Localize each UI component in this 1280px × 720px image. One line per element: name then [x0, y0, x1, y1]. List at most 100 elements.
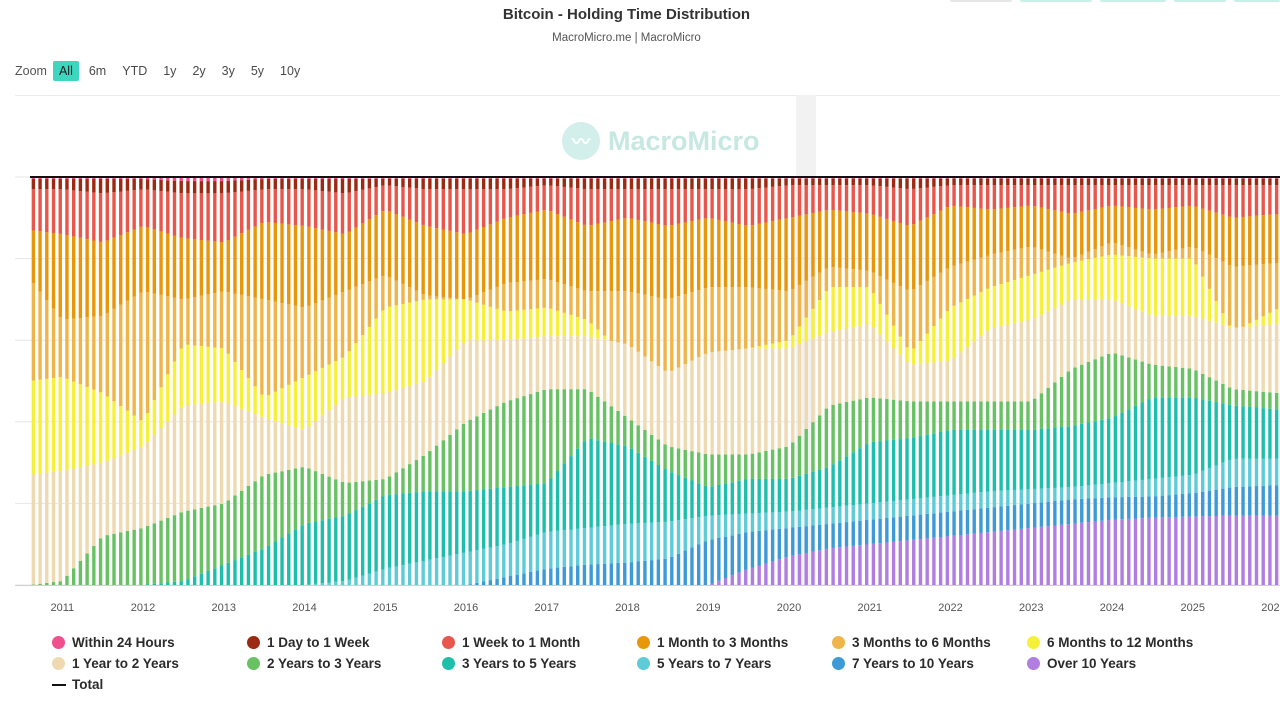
legend-item-over-10-years[interactable]: Over 10 Years [1027, 656, 1222, 671]
zoom-button-all[interactable]: All [52, 61, 79, 81]
bar-segment [1201, 318, 1205, 374]
bar-segment [213, 505, 217, 569]
bar-segment [804, 317, 808, 342]
bar-segment [421, 561, 425, 585]
bar-segment [98, 392, 103, 464]
legend-item-within-24-hours[interactable]: Within 24 Hours [52, 635, 247, 650]
legend-item-1-day-to-1-week[interactable]: 1 Day to 1 Week [247, 635, 442, 650]
bar-segment [898, 336, 902, 355]
bar-segment [549, 389, 553, 479]
x-tick-label: 2016 [454, 602, 478, 614]
bar-segment [844, 328, 849, 403]
bar-segment [804, 552, 808, 585]
bar-segment [1053, 178, 1057, 186]
bar-segment [495, 578, 499, 585]
bar-segment [710, 583, 714, 585]
legend-item-1-month-to-3-months[interactable]: 1 Month to 3 Months [637, 635, 832, 650]
legend-item-1-week-to-1-month[interactable]: 1 Week to 1 Month [442, 635, 637, 650]
legend-item-total[interactable]: Total [52, 677, 247, 692]
bar-segment [266, 189, 271, 223]
bar-segment [515, 398, 519, 486]
bar-segment [1194, 206, 1198, 248]
bar-segment [226, 177, 230, 181]
legend-item-1-year-to-2-years[interactable]: 1 Year to 2 Years [52, 656, 247, 671]
bar-segment [649, 560, 654, 585]
bar-segment [609, 189, 614, 222]
bar-segment [206, 294, 210, 347]
bar-segment [1093, 178, 1097, 186]
bar-segment [898, 541, 902, 585]
zoom-button-6m[interactable]: 6m [88, 64, 107, 78]
bar-segment [1046, 208, 1050, 252]
bar-segment [770, 478, 775, 513]
bar-segment [1039, 488, 1044, 503]
legend-item-6-months-to-12-months[interactable]: 6 Months to 12 Months [1027, 635, 1222, 650]
bar-segment [360, 284, 365, 336]
bar-segment [38, 583, 42, 585]
bar-segment [522, 178, 526, 188]
zoom-button-2y[interactable]: 2y [192, 64, 206, 78]
bar-segment [864, 324, 869, 398]
bar-segment [938, 431, 943, 497]
bar-segment [730, 454, 734, 483]
bar-segment [381, 275, 385, 311]
bar-segment [764, 348, 768, 451]
bar-segment [670, 447, 674, 473]
legend-item-2-years-to-3-years[interactable]: 2 Years to 3 Years [247, 656, 442, 671]
bar-segment [495, 286, 499, 309]
legend-item-3-years-to-5-years[interactable]: 3 Years to 5 Years [442, 656, 637, 671]
bar-segment [1093, 249, 1097, 258]
bar-segment [1174, 185, 1178, 208]
bar-segment [596, 291, 600, 330]
bar-segment [1221, 324, 1225, 384]
bar-segment [1093, 359, 1097, 422]
zoom-button-10y[interactable]: 10y [280, 64, 301, 78]
bar-segment [629, 178, 634, 190]
bar-segment [31, 283, 36, 381]
bar-segment [166, 177, 170, 181]
zoom-button-1y[interactable]: 1y [163, 64, 177, 78]
bar-segment [562, 312, 566, 337]
bar-segment [851, 505, 855, 522]
bar-segment [999, 530, 1003, 585]
legend-item-3-months-to-6-months[interactable]: 3 Months to 6 Months [832, 635, 1027, 650]
bar-segment [979, 532, 983, 585]
bar-segment [266, 300, 271, 396]
bar-segment [945, 511, 950, 537]
bar-segment [199, 295, 204, 347]
bar-segment [495, 488, 499, 547]
bar-segment [898, 354, 902, 401]
bar-segment [864, 397, 869, 445]
bar-segment [98, 315, 103, 393]
zoom-button-ytd[interactable]: YTD [122, 64, 148, 78]
bar-segment [918, 285, 923, 341]
bar-segment [938, 210, 943, 273]
legend-item-7-years-to-10-years[interactable]: 7 Years to 10 Years [832, 656, 1027, 671]
bar-segment [401, 216, 405, 284]
bar-segment [65, 189, 69, 236]
bar-segment [858, 212, 862, 270]
bar-segment [408, 187, 412, 220]
bar-segment [965, 178, 970, 186]
bar-segment [777, 448, 782, 479]
legend-item-5-years-to-7-years[interactable]: 5 Years to 7 Years [637, 656, 832, 671]
bar-segment [159, 583, 163, 585]
bar-segment [347, 289, 351, 352]
bar-segment [817, 178, 822, 186]
zoom-button-3y[interactable]: 3y [221, 64, 235, 78]
bar-segment [965, 185, 970, 208]
bar-segment [838, 287, 842, 330]
bar-segment [226, 180, 230, 193]
bar-segment [414, 492, 419, 563]
bar-segment [1227, 326, 1232, 388]
bar-segment [468, 232, 472, 298]
bar-segment [219, 503, 224, 566]
bar-segment [428, 178, 432, 190]
bar-segment [1100, 419, 1104, 485]
bar-segment [656, 366, 661, 440]
bar-segment [1073, 178, 1077, 186]
zoom-button-5y[interactable]: 5y [250, 64, 265, 78]
bar-segment [683, 519, 687, 551]
bar-segment [582, 564, 587, 585]
bar-segment [1120, 519, 1124, 585]
